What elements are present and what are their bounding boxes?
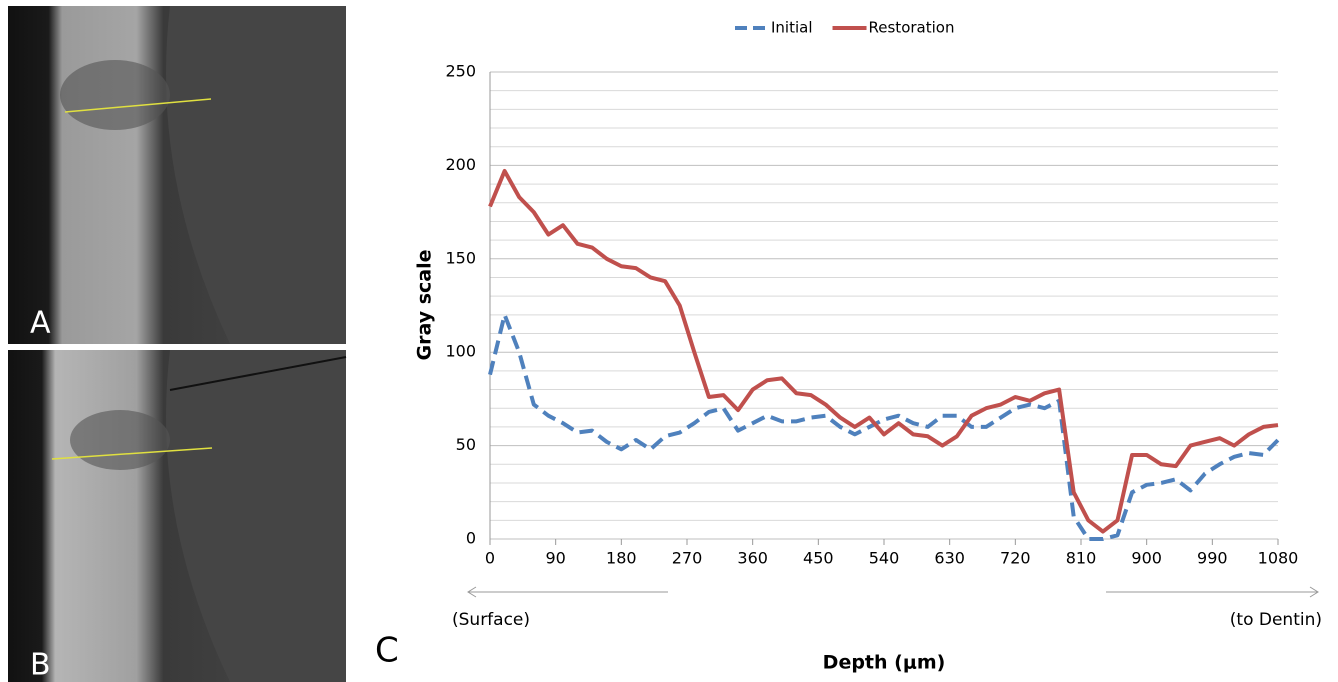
annotation: (Surface) [452, 610, 530, 630]
y-tick-label: 250 [445, 62, 476, 81]
line-series [488, 312, 1280, 541]
y-tick-label: 0 [466, 529, 476, 548]
x-tick-label: 900 [1131, 549, 1162, 568]
y-tick-label: 100 [445, 342, 476, 361]
arrow [467, 586, 668, 598]
x-axis-label: Depth (μm) [823, 652, 946, 674]
x-tick-label: 450 [803, 549, 834, 568]
x-tick-label: 360 [737, 549, 768, 568]
line-series [488, 169, 1279, 534]
panel-b: B [8, 350, 347, 682]
x-tick-label: 720 [1000, 549, 1031, 568]
panel-a: A [8, 6, 346, 344]
panel-label: B [30, 648, 51, 682]
x-tick-label: 990 [1197, 549, 1228, 568]
x-tick-label: 1080 [1258, 549, 1299, 568]
arrow [1106, 586, 1319, 598]
legend-label: Initial [771, 19, 813, 37]
y-tick-label: 200 [445, 155, 476, 174]
x-tick-label: 180 [606, 549, 637, 568]
y-tick-label: 150 [445, 248, 476, 267]
legend-label: Restoration [869, 19, 955, 37]
panel-label: A [30, 306, 51, 341]
x-tick-label: 0 [485, 549, 495, 568]
x-tick-label: 540 [869, 549, 900, 568]
y-tick-label: 50 [456, 435, 476, 454]
annotation: (to Dentin) [1230, 610, 1322, 630]
x-tick-label: 810 [1066, 549, 1097, 568]
y-axis-label: Gray scale [414, 250, 436, 361]
x-tick-label: 90 [545, 549, 565, 568]
x-tick-label: 270 [672, 549, 703, 568]
panel-label: C [375, 631, 399, 671]
x-tick-label: 630 [934, 549, 965, 568]
